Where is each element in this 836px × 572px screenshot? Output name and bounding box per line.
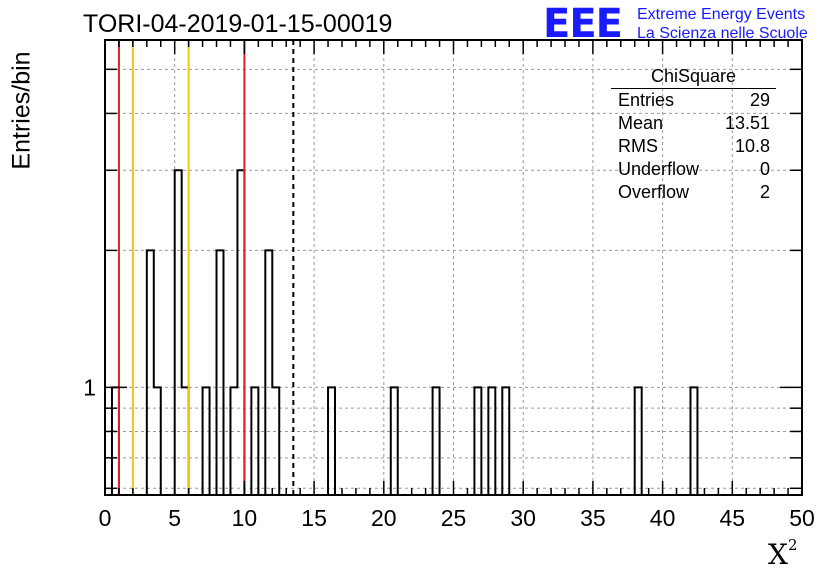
histogram-bin [147,250,154,495]
x-tick-label: 40 [650,505,676,531]
x-axis-label: X2 [768,536,798,571]
y-tick-label: 1 [83,374,96,400]
histogram-bin [488,387,495,495]
histogram-bin [175,170,182,495]
histogram-bin [635,387,642,495]
stats-row-entries: Entries 29 [611,89,776,112]
x-tick-label: 45 [720,505,746,531]
eee-logo: EEE [543,1,623,47]
x-tick-label: 15 [301,505,327,531]
histogram-bin [272,387,279,495]
histogram-bin [230,387,237,495]
stats-value: 0 [759,159,770,179]
x-tick-label: 50 [789,505,815,531]
stats-label: Overflow [618,182,690,202]
x-tick-label: 0 [99,505,112,531]
x-tick-label: 30 [510,505,536,531]
histogram-bin [433,387,440,495]
histogram-bin [265,250,272,495]
histogram-bin [251,387,258,495]
histogram-bin [328,387,335,495]
stats-label: RMS [618,136,658,156]
histogram-bin [217,250,224,495]
x-tick-label: 5 [168,505,181,531]
y-axis-label: Entries/bin [7,51,36,170]
x-tick-labels: 0 5 10 15 20 25 30 35 40 45 50 [99,505,815,531]
axes [104,39,803,496]
histogram-bin [154,387,161,495]
stats-value: 2 [759,182,770,202]
histogram-bin [502,387,509,495]
histogram-bin [690,387,697,495]
logo-line-2: La Scienza nelle Scuole [637,25,808,42]
histogram-bin [182,387,189,495]
histogram-bin [112,387,119,495]
stats-row-underflow: Underflow 0 [611,158,776,181]
stats-label: Entries [618,90,675,110]
x-axis-label-symbol: X [768,538,788,571]
stats-value: 13.51 [724,113,770,133]
marker-lines [117,40,295,495]
histogram-bin [203,387,210,495]
stats-row-overflow: Overflow 2 [611,181,776,204]
x-tick-label: 10 [232,505,258,531]
stats-row-mean: Mean 13.51 [611,112,776,135]
chart-title: TORI-04-2019-01-15-00019 [83,10,393,38]
histogram-bins [110,169,699,496]
stats-label: Underflow [618,159,700,179]
y-tick-labels: 1 [83,374,96,400]
grid-lines [105,40,802,495]
stats-row-rms: RMS 10.8 [611,135,776,158]
x-tick-label: 25 [441,505,467,531]
histogram-bin [391,387,398,495]
stats-title: ChiSquare [611,66,776,89]
stats-value: 10.8 [734,136,770,156]
x-tick-label: 35 [580,505,606,531]
stats-label: Mean [618,113,664,133]
stats-value: 29 [749,90,770,110]
histogram-outline [110,169,699,496]
x-tick-label: 20 [371,505,397,531]
histogram-bin [237,170,244,495]
histogram-bin [474,387,481,495]
logo-line-1: Extreme Energy Events [637,6,806,23]
x-axis-label-superscript: 2 [787,536,798,554]
stats-box: ChiSquare Entries 29 Mean 13.51 RMS 10.8… [611,66,776,204]
